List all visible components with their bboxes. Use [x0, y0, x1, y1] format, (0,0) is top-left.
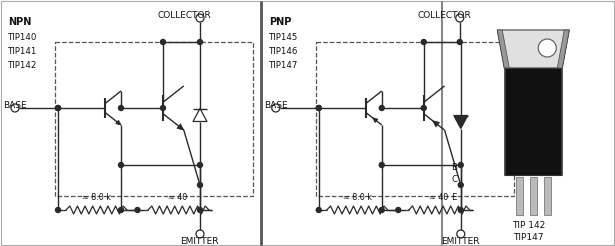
Circle shape	[379, 163, 384, 168]
Circle shape	[197, 40, 202, 45]
Circle shape	[379, 207, 384, 213]
Polygon shape	[373, 118, 378, 123]
Text: EMITTER: EMITTER	[180, 237, 218, 246]
Text: EMITTER: EMITTER	[441, 237, 479, 246]
Circle shape	[55, 106, 60, 110]
Bar	[544, 177, 551, 215]
Circle shape	[316, 106, 321, 110]
Text: NPN: NPN	[8, 17, 31, 27]
Text: TIP142: TIP142	[8, 62, 38, 71]
Text: BASE: BASE	[3, 102, 26, 110]
Bar	[516, 177, 523, 215]
Circle shape	[458, 207, 463, 213]
Polygon shape	[504, 68, 506, 175]
Circle shape	[197, 163, 202, 168]
Circle shape	[197, 183, 202, 187]
Text: TIP145: TIP145	[269, 33, 298, 43]
Text: ≈ 40: ≈ 40	[169, 194, 188, 202]
Polygon shape	[454, 116, 468, 128]
Text: ≈ 8.0 k: ≈ 8.0 k	[343, 194, 372, 202]
Circle shape	[421, 40, 426, 45]
Text: TIP147: TIP147	[269, 62, 298, 71]
Circle shape	[538, 39, 557, 57]
Circle shape	[119, 106, 124, 110]
Polygon shape	[498, 30, 569, 68]
Text: ≈ 40: ≈ 40	[429, 194, 448, 202]
Text: B: B	[451, 164, 458, 172]
Polygon shape	[561, 68, 562, 175]
Circle shape	[161, 106, 165, 110]
Circle shape	[458, 183, 463, 187]
Text: TIP147: TIP147	[513, 233, 544, 243]
Circle shape	[316, 207, 321, 213]
Text: ≈ 8.0 k: ≈ 8.0 k	[82, 194, 111, 202]
Text: COLLECTOR: COLLECTOR	[158, 12, 212, 20]
Circle shape	[161, 40, 165, 45]
Circle shape	[379, 106, 384, 110]
Text: BASE: BASE	[264, 102, 287, 110]
Polygon shape	[557, 30, 569, 68]
Circle shape	[458, 40, 462, 45]
Circle shape	[197, 207, 202, 213]
Polygon shape	[506, 68, 561, 175]
Circle shape	[396, 207, 401, 213]
Polygon shape	[116, 120, 121, 125]
Text: TIP140: TIP140	[8, 33, 38, 43]
Circle shape	[119, 163, 124, 168]
Text: TIP146: TIP146	[269, 47, 298, 57]
Text: TIP 142: TIP 142	[512, 221, 545, 231]
Polygon shape	[432, 121, 440, 127]
Circle shape	[119, 207, 124, 213]
Text: TIP141: TIP141	[8, 47, 38, 57]
Circle shape	[55, 106, 60, 110]
Circle shape	[458, 163, 463, 168]
Text: COLLECTOR: COLLECTOR	[418, 12, 472, 20]
Circle shape	[55, 207, 60, 213]
Text: C: C	[451, 175, 458, 184]
Text: E: E	[451, 193, 457, 201]
Circle shape	[316, 106, 321, 110]
Circle shape	[421, 106, 426, 110]
Circle shape	[135, 207, 140, 213]
Bar	[55, 42, 253, 196]
Polygon shape	[498, 30, 509, 68]
Text: PNP: PNP	[269, 17, 291, 27]
Polygon shape	[177, 124, 184, 130]
Bar	[530, 177, 537, 215]
Bar	[315, 42, 514, 196]
